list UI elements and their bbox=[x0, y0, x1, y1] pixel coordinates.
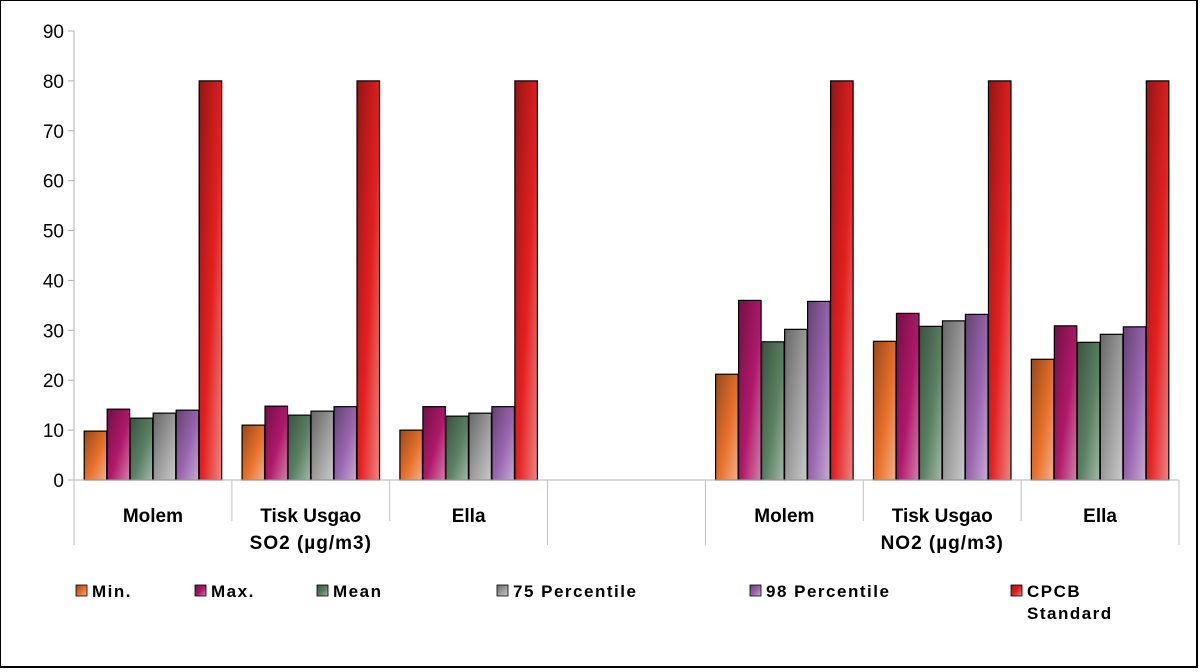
x-axis: Molem Tisk Usgao Ella Molem Tisk Usgao Ella SO… bbox=[73, 479, 1180, 554]
bar-98-percentile bbox=[333, 406, 358, 481]
bar-98-percentile bbox=[964, 313, 989, 481]
bar-mean bbox=[287, 414, 312, 481]
bar-cpcb-standard bbox=[987, 80, 1012, 481]
bar-mean bbox=[129, 417, 154, 481]
legend-label: 75 Percentile bbox=[513, 582, 637, 601]
y-tick-label: 40 bbox=[43, 271, 64, 292]
bar-98-percentile bbox=[491, 406, 515, 481]
legend: Min. Max. Mean 75 Percentile 98 Percentile CP… bbox=[75, 582, 1113, 623]
bar-max bbox=[264, 405, 289, 481]
x-category-label: Ella bbox=[452, 506, 486, 527]
bar-max bbox=[738, 299, 762, 481]
x-category-label: Molem bbox=[754, 506, 814, 527]
legend-label: Mean bbox=[333, 582, 382, 601]
legend-item: Max. bbox=[194, 582, 255, 601]
bar-75-percentile bbox=[152, 412, 177, 481]
legend-label: Max. bbox=[211, 582, 255, 601]
y-tick-label: 30 bbox=[43, 321, 64, 342]
y-tick-label: 50 bbox=[43, 222, 64, 243]
bar-98-percentile bbox=[175, 409, 200, 481]
legend-item: 98 Percentile bbox=[749, 582, 890, 601]
bar-max bbox=[1053, 325, 1078, 481]
bar-cpcb-standard bbox=[198, 80, 223, 481]
bar-mean bbox=[1076, 341, 1101, 481]
legend-item: CPCB Standard bbox=[1010, 582, 1113, 623]
bar-75-percentile bbox=[468, 412, 492, 481]
bar-mean bbox=[445, 415, 469, 481]
bar-cpcb-standard bbox=[514, 80, 538, 481]
legend-item: Min. bbox=[75, 582, 132, 601]
legend-label: CPCB Standard bbox=[1027, 582, 1113, 623]
legend-swatch bbox=[75, 584, 88, 597]
bar-75-percentile bbox=[1099, 333, 1124, 481]
bar-mean bbox=[761, 341, 785, 481]
bar-98-percentile bbox=[807, 300, 831, 481]
x-group-label: NO2 (µg/m3) bbox=[881, 533, 1004, 554]
y-tick-label: 0 bbox=[53, 471, 64, 492]
bar-cpcb-standard bbox=[1145, 80, 1170, 481]
legend-swatch bbox=[749, 584, 762, 597]
bar-min bbox=[1030, 358, 1055, 481]
legend-swatch bbox=[194, 584, 207, 597]
bar-max bbox=[422, 406, 446, 481]
bar-75-percentile bbox=[310, 410, 335, 481]
y-tick-label: 20 bbox=[43, 371, 64, 392]
y-tick-label: 80 bbox=[43, 72, 64, 93]
legend-swatch bbox=[1010, 584, 1023, 597]
bar-cpcb-standard bbox=[830, 80, 854, 481]
bar-cpcb-standard bbox=[356, 80, 381, 481]
y-tick-label: 70 bbox=[43, 122, 64, 143]
bar-max bbox=[895, 312, 920, 481]
y-tick-label: 90 bbox=[43, 22, 64, 43]
bar-min bbox=[241, 424, 266, 481]
legend-label: 98 Percentile bbox=[766, 582, 890, 601]
legend-item: 75 Percentile bbox=[496, 582, 637, 601]
x-group-label: SO2 (µg/m3) bbox=[250, 533, 372, 554]
bar-max bbox=[106, 408, 131, 481]
bars bbox=[83, 80, 1170, 481]
y-tick-label: 10 bbox=[43, 421, 64, 442]
legend-item: Mean bbox=[316, 582, 382, 601]
legend-label: Min. bbox=[92, 582, 132, 601]
bar-min bbox=[399, 429, 423, 481]
bar-min bbox=[715, 373, 739, 481]
y-tick-label: 60 bbox=[43, 172, 64, 193]
bar-min bbox=[872, 340, 897, 481]
bar-mean bbox=[918, 325, 943, 481]
x-category-label: Molem bbox=[123, 506, 183, 527]
legend-swatch bbox=[316, 584, 329, 597]
bar-min bbox=[83, 430, 108, 481]
x-category-label: Ella bbox=[1083, 506, 1117, 527]
bar-98-percentile bbox=[1122, 326, 1147, 481]
y-axis: 0 10 20 30 40 50 60 70 80 90 bbox=[43, 22, 75, 492]
x-category-label: Tisk Usgao bbox=[892, 506, 993, 527]
legend-swatch bbox=[496, 584, 509, 597]
bar-75-percentile bbox=[784, 328, 808, 481]
bar-75-percentile bbox=[941, 320, 966, 481]
x-category-label: Tisk Usgao bbox=[260, 506, 361, 527]
